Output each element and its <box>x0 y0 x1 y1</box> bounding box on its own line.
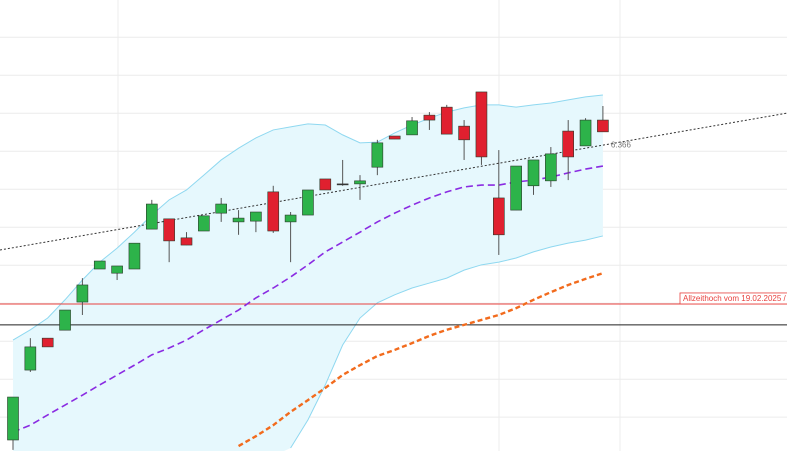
candle-body <box>76 284 89 303</box>
band-fill <box>13 94 603 451</box>
candle-body <box>302 189 314 216</box>
candle-body <box>458 125 470 141</box>
candle-body <box>59 309 71 331</box>
candle-body <box>7 396 19 441</box>
all-time-high-box <box>679 292 787 305</box>
candle-body <box>371 142 384 168</box>
candle-body <box>215 203 227 214</box>
moving-average <box>237 272 604 448</box>
candle-body <box>562 130 575 158</box>
bollinger-middle <box>12 165 604 433</box>
candle-body <box>250 211 262 222</box>
candle-body <box>267 191 280 232</box>
candle-body <box>423 114 436 121</box>
trendline-label: 6.366 <box>611 140 632 149</box>
all-time-high-label: Allzeithoch vom 19.02.2025 / <box>683 294 787 303</box>
candle-body <box>579 119 592 147</box>
candle-body <box>319 178 332 191</box>
candle-body <box>93 260 106 270</box>
candle-body <box>128 242 141 270</box>
candle-body <box>163 218 175 242</box>
candle-body <box>510 165 522 211</box>
bollinger-lower <box>290 235 604 449</box>
candle-body <box>475 91 488 158</box>
trendline <box>0 112 787 251</box>
candle-body <box>527 159 540 187</box>
candle-body <box>198 215 210 232</box>
candle-body <box>492 197 505 236</box>
candle-body <box>440 106 453 135</box>
candle-body <box>111 265 123 274</box>
candle-body <box>284 214 297 223</box>
candle-body <box>597 119 609 133</box>
candle-body <box>406 120 418 136</box>
bollinger-upper <box>12 94 603 341</box>
candle-body <box>232 217 245 223</box>
candle-body <box>388 135 401 140</box>
candle-body <box>354 180 366 185</box>
candle-body <box>180 237 193 246</box>
candle-body <box>146 203 158 230</box>
candle-body <box>24 346 37 371</box>
candle-body <box>336 183 349 186</box>
candle-body <box>545 153 557 182</box>
candle-body <box>41 337 54 348</box>
